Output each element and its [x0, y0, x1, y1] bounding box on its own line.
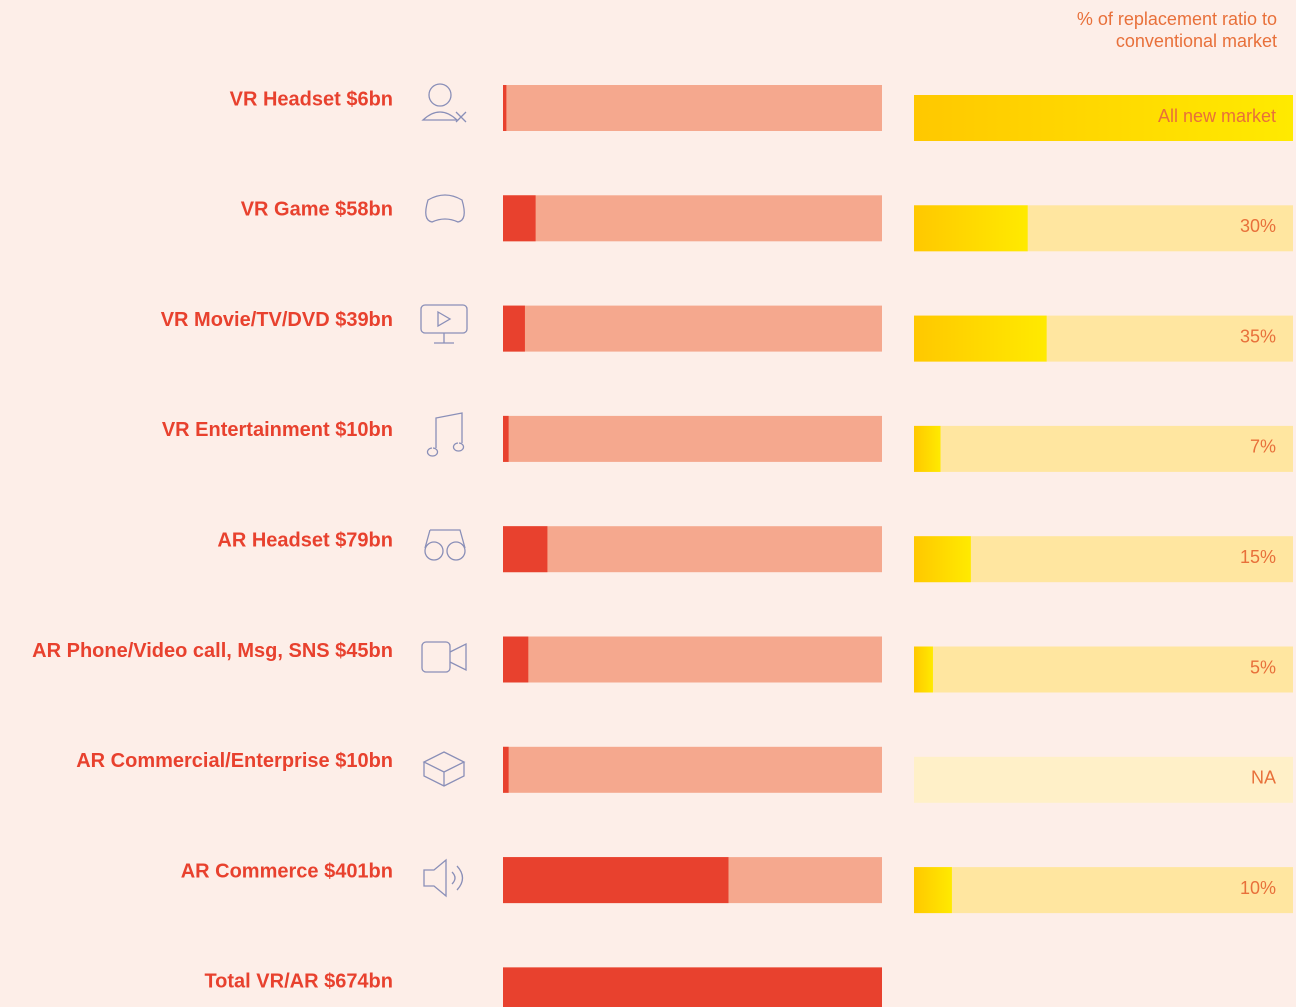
- category-label: AR Commercial/Enterprise $10bn: [76, 750, 393, 772]
- category-label: VR Headset $6bn: [230, 88, 393, 110]
- bar: [503, 857, 729, 904]
- ratio-track: [914, 425, 1293, 472]
- ratio-track: [914, 95, 1293, 141]
- ratio-track: [914, 536, 1293, 583]
- ratio-label: NA: [1251, 768, 1276, 788]
- bar-track: [503, 415, 882, 462]
- bar: [503, 746, 509, 793]
- category-label: VR Movie/TV/DVD $39bn: [161, 309, 393, 331]
- bar: [503, 415, 509, 462]
- bar: [503, 967, 882, 1007]
- category-label: VR Entertainment $10bn: [162, 419, 393, 441]
- ratio-bar: [914, 536, 971, 583]
- ratio-track: [914, 646, 1293, 693]
- bar: [503, 195, 536, 242]
- ratio-bar: [914, 646, 933, 693]
- ratio-label: 7%: [1250, 437, 1276, 457]
- ratio-label: 35%: [1240, 326, 1276, 346]
- ratio-bar: [914, 205, 1028, 252]
- bar: [503, 85, 507, 131]
- icons: [420, 83, 468, 898]
- ratio-bar: [914, 867, 952, 914]
- ratio-label: 5%: [1250, 657, 1276, 677]
- ratio-label: 10%: [1240, 878, 1276, 898]
- ratio-label: All new market: [1158, 106, 1276, 126]
- bar-track: [503, 305, 882, 352]
- bar: [503, 526, 548, 573]
- bar: [503, 636, 529, 683]
- category-label: AR Commerce $401bn: [181, 860, 393, 882]
- category-label: VR Game $58bn: [241, 199, 393, 221]
- bar-track: [503, 85, 882, 131]
- ratio-track: [914, 756, 1293, 803]
- ratio-bar: [914, 315, 1047, 362]
- ratio-track: [914, 867, 1293, 914]
- ratio-bar: [914, 425, 941, 472]
- category-label: Total VR/AR $674bn: [204, 971, 393, 993]
- bar-track: [503, 746, 882, 793]
- ratio-label: 30%: [1240, 216, 1276, 236]
- bar-track: [503, 195, 882, 242]
- category-label: AR Phone/Video call, Msg, SNS $45bn: [32, 640, 393, 662]
- ratio-label: 15%: [1240, 547, 1276, 567]
- bar: [503, 305, 525, 352]
- header: % of replacement ratio to conventional ma…: [1077, 9, 1277, 51]
- bar-track: [503, 526, 882, 573]
- bar-track: [503, 636, 882, 683]
- category-label: AR Headset $79bn: [217, 529, 393, 551]
